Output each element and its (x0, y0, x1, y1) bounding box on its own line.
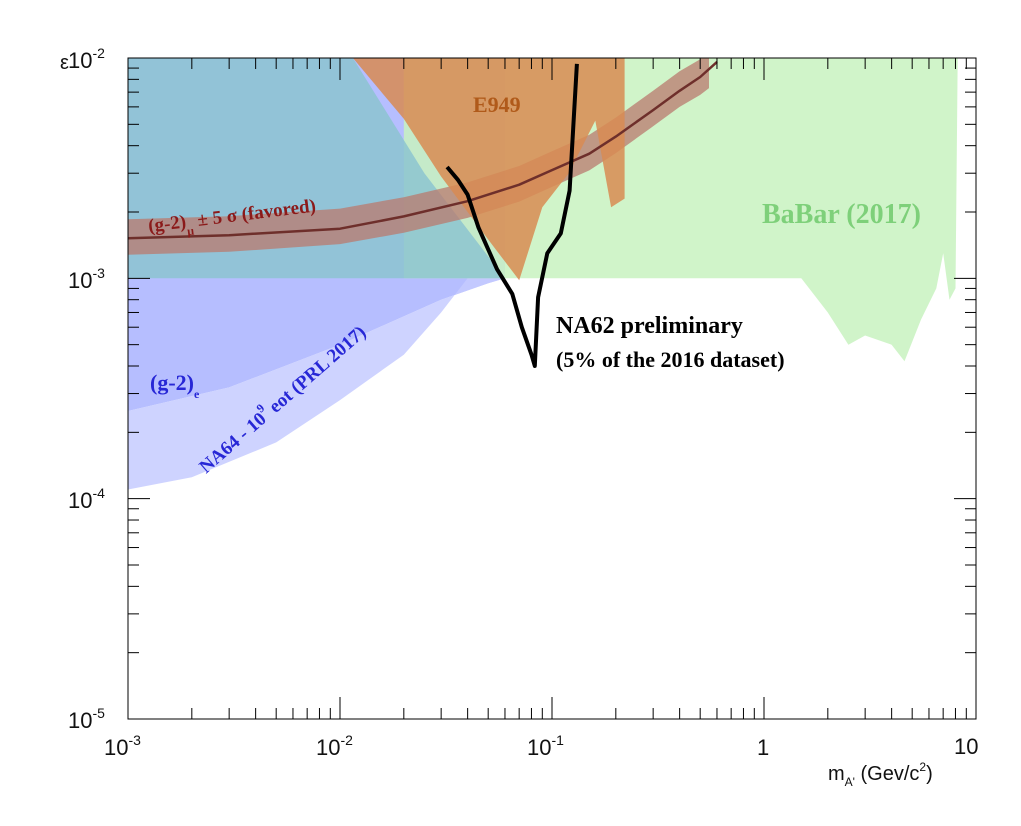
y-tick-label-1e-4: 10-4 (68, 485, 105, 513)
label-g2e: (g-2)e (150, 370, 200, 401)
label-e949: E949 (473, 92, 521, 117)
curves (128, 60, 718, 368)
y-tick-label-1e-5: 10-5 (68, 705, 105, 733)
label-na62-line1: NA62 preliminary (556, 313, 743, 339)
x-tick-label-10: 10 (954, 734, 978, 759)
y-tick-label-1e-3: 10-3 (68, 265, 105, 293)
region-g-2-mu-band (128, 58, 709, 255)
region-e949 (352, 58, 625, 281)
x-tick-label-1: 1 (757, 735, 769, 760)
y-tick-label-1e-2: 10-2 (68, 45, 105, 73)
region-na64-10-9-eot-prl-2017 (128, 212, 505, 490)
exclusion-regions (128, 58, 958, 490)
label-babar: BaBar (2017) (762, 199, 921, 230)
y-axis-title: ε (60, 52, 69, 74)
g2-mu-central-line (128, 60, 718, 240)
na62-limit-line (445, 63, 579, 368)
label-na62-line2: (5% of the 2016 dataset) (556, 347, 785, 372)
x-tick-label-1e-1: 10-1 (527, 732, 564, 760)
axis-ticks (127, 58, 976, 720)
x-axis-title: mA' (Gev/c2) (828, 760, 933, 789)
x-tick-label-1e-2: 10-2 (316, 732, 353, 760)
x-tick-label-1e-3: 10-3 (104, 732, 141, 760)
